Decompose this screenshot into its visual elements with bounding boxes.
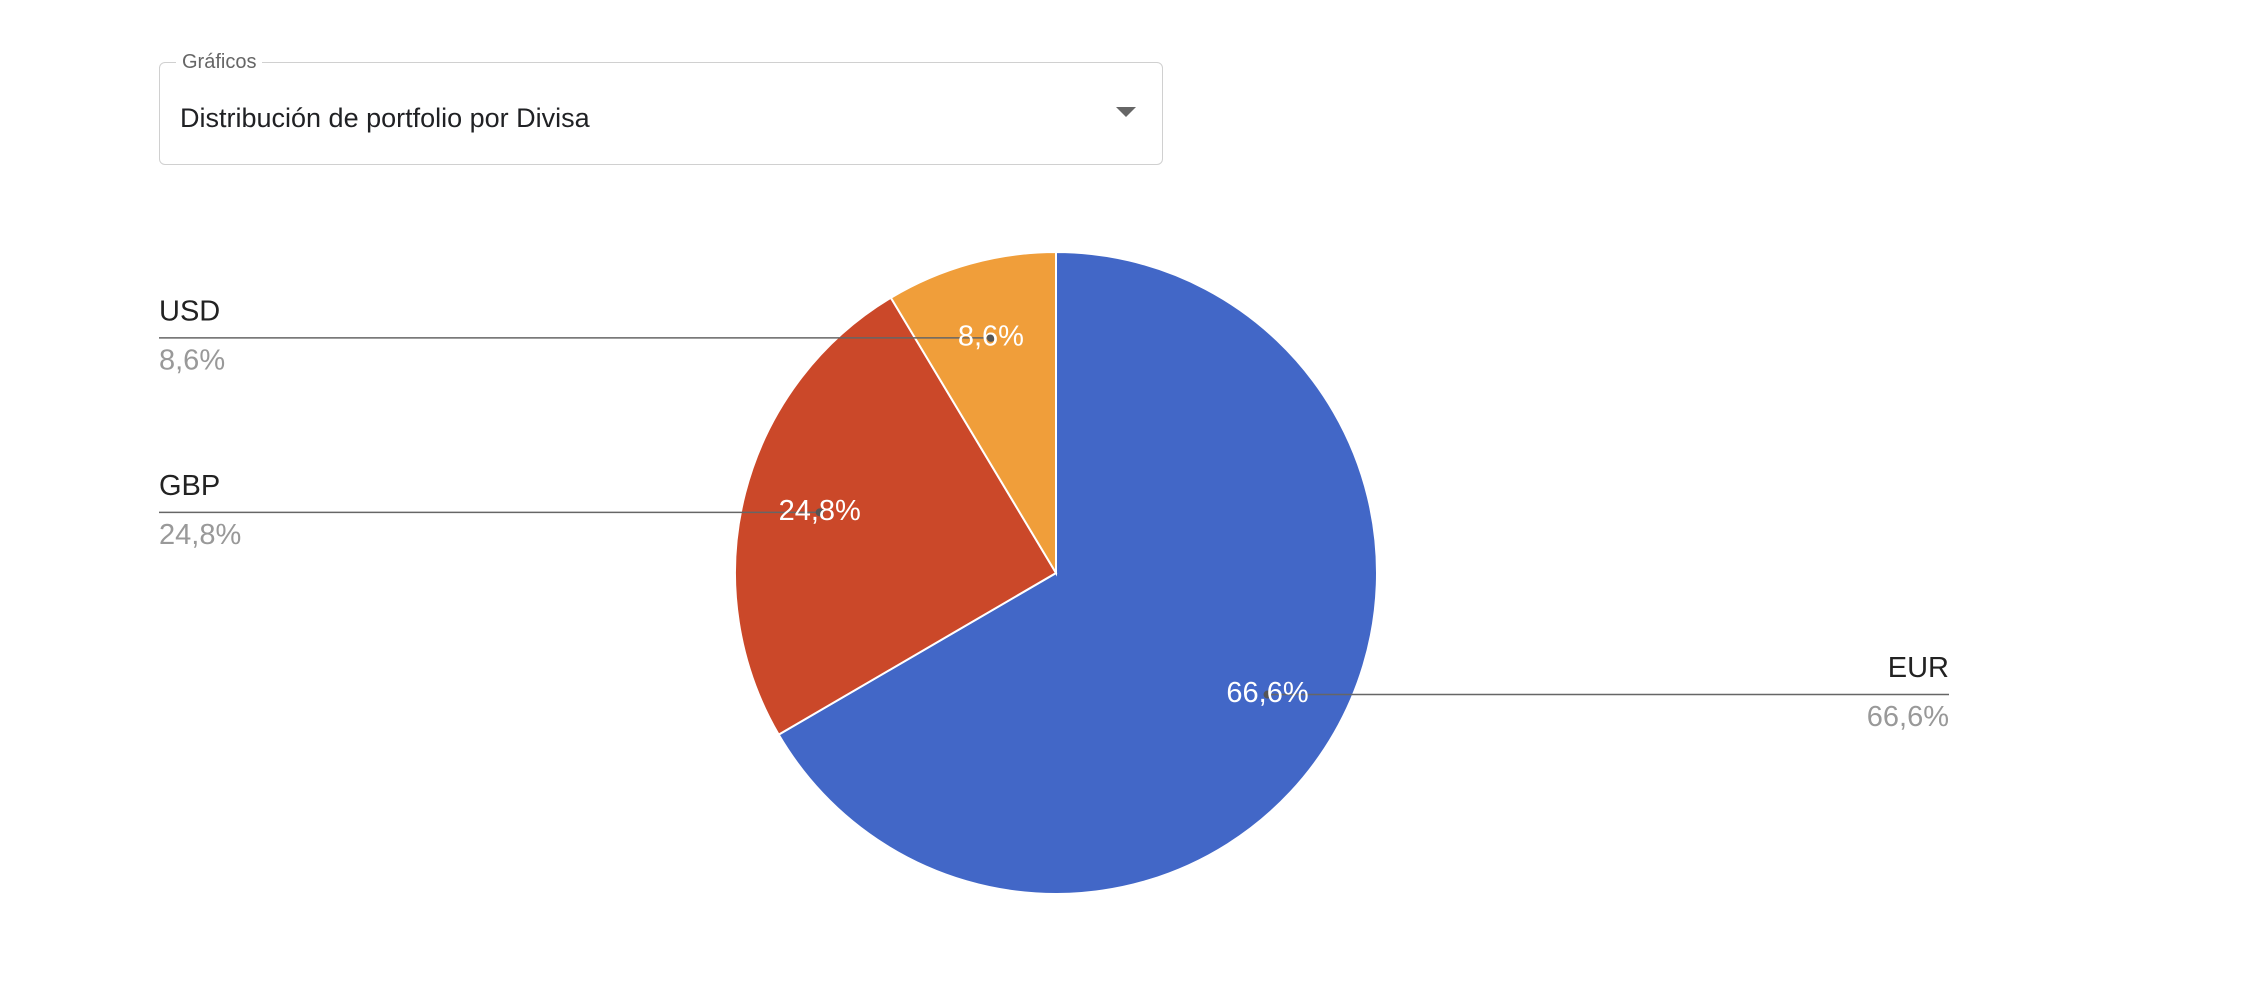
leader-dot xyxy=(815,508,824,517)
slice-label: 24,8% xyxy=(779,495,861,527)
legend-value: 24,8% xyxy=(159,519,241,551)
select-label: Gráficos xyxy=(176,51,263,74)
pie-slice xyxy=(889,250,1057,577)
leader-dot xyxy=(1263,690,1272,699)
legend-name: EUR xyxy=(1888,652,1949,684)
select-value: Distribución de portfolio por Divisa xyxy=(180,103,590,133)
pie-slice xyxy=(734,296,1058,737)
legend-name: USD xyxy=(159,296,220,328)
chart-select[interactable]: Gráficos Distribución de portfolio por D… xyxy=(159,51,1163,165)
pie-slice xyxy=(777,250,1378,895)
legend-value: 8,6% xyxy=(159,345,225,377)
legend-value: 66,6% xyxy=(1867,701,1949,733)
legend-name: GBP xyxy=(159,470,220,502)
leader-dot xyxy=(986,333,995,342)
slice-label: 8,6% xyxy=(958,321,1024,353)
slice-label: 66,6% xyxy=(1226,677,1308,709)
dropdown-arrow[interactable] xyxy=(1116,107,1136,117)
